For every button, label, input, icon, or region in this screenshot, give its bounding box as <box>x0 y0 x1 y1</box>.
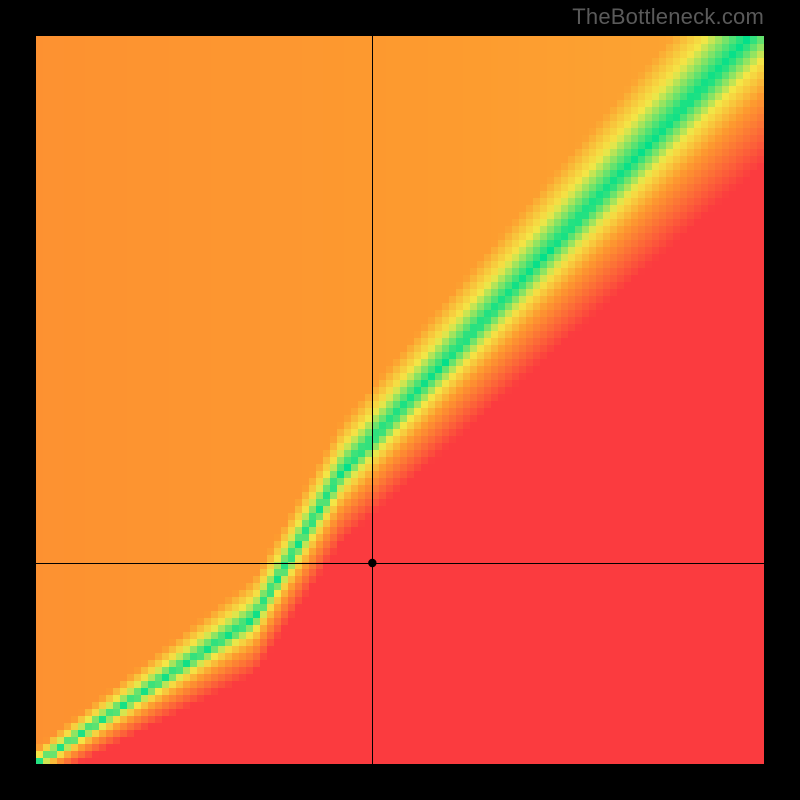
watermark-text: TheBottleneck.com <box>572 4 764 30</box>
chart-frame: TheBottleneck.com <box>0 0 800 800</box>
heatmap-canvas <box>36 36 764 764</box>
plot-area <box>36 36 764 764</box>
